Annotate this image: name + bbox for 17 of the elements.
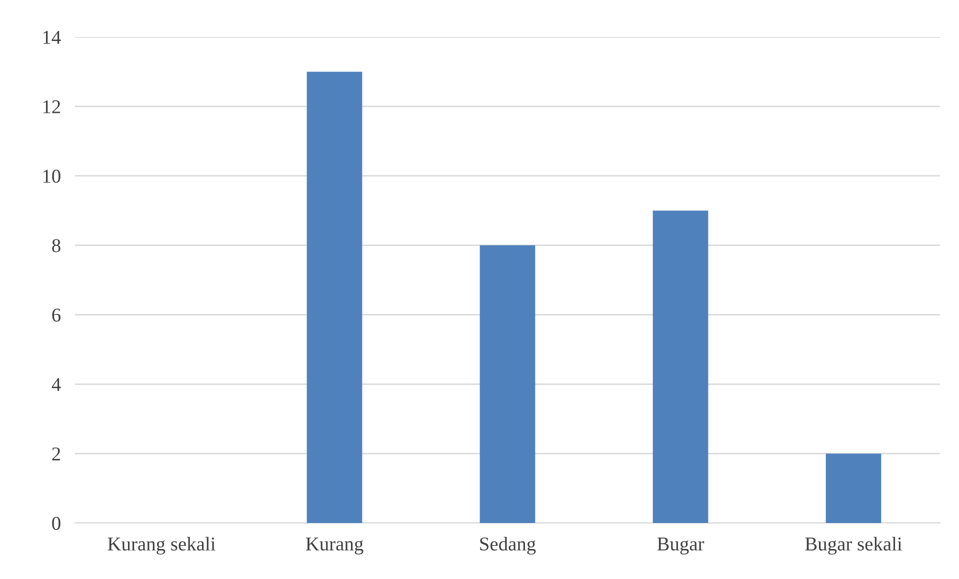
x-tick-label: Bugar sekali: [805, 536, 902, 555]
x-tick-label: Bugar: [657, 538, 704, 555]
y-tick-label: 4: [52, 378, 61, 391]
y-tick-label: 14: [43, 30, 61, 44]
bar: [652, 210, 708, 523]
y-tick-label: 0: [52, 516, 60, 530]
y-tick-label: 6: [52, 308, 61, 322]
y-tick-label: 10: [43, 170, 60, 183]
y-tick-label: 8: [52, 239, 60, 252]
bar: [480, 245, 536, 523]
y-tick-label: 12: [43, 100, 60, 114]
bar: [826, 454, 882, 523]
x-tick-label: Kurang: [306, 538, 364, 555]
x-tick-label: Kurang sekali: [108, 536, 216, 555]
y-tick-label: 2: [52, 447, 60, 460]
bar: [306, 72, 362, 523]
x-tick-label: Sedang: [480, 536, 536, 555]
